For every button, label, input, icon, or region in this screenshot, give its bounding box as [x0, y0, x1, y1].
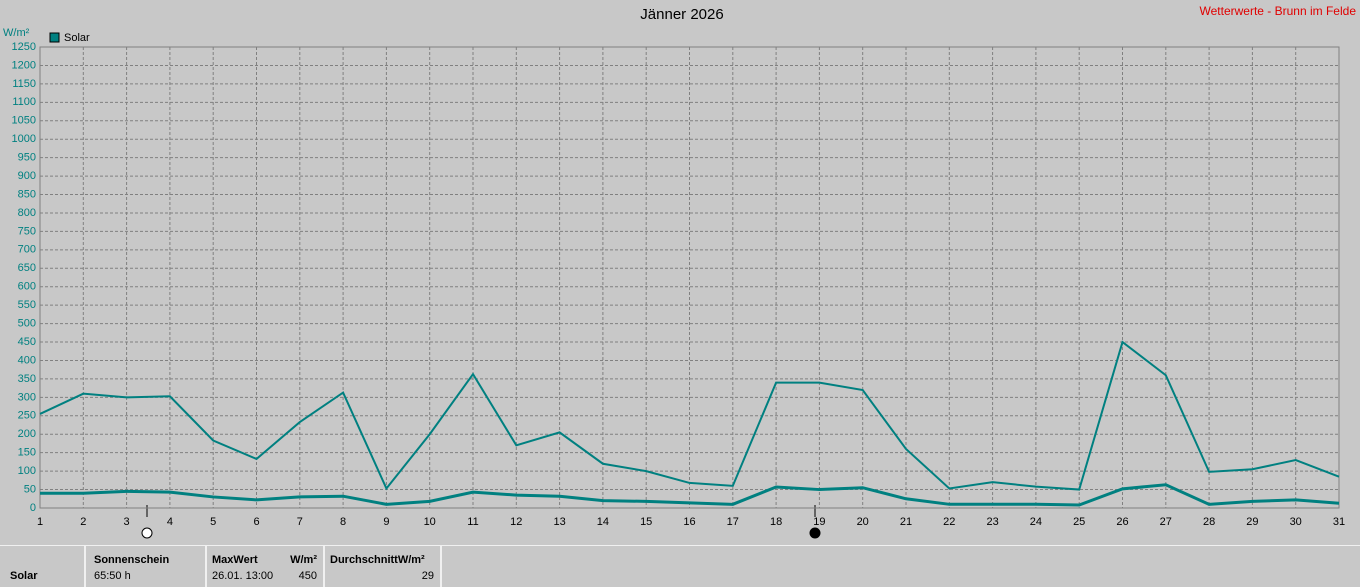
header-unit: W/m²	[290, 554, 317, 566]
x-tick-label: 24	[1030, 516, 1042, 528]
full-moon	[141, 527, 153, 539]
summary-cell: Solar	[0, 546, 86, 587]
chart: Jänner 2026 Wetterwerte - Brunn im Felde…	[3, 4, 1357, 539]
x-tick-label: 27	[1160, 516, 1172, 528]
value: 26.01. 13:00	[212, 570, 274, 582]
x-tick-label: 26	[1116, 516, 1128, 528]
x-tick-label: 22	[943, 516, 955, 528]
x-tick-label: 21	[900, 516, 912, 528]
legend-label: Solar	[64, 32, 90, 44]
x-tick-label: 3	[124, 516, 130, 528]
series-line	[39, 340, 1340, 491]
chart-title: Jänner 2026	[640, 6, 723, 23]
x-tick-label: 28	[1203, 516, 1215, 528]
y-tick-label: 650	[18, 262, 36, 274]
x-tick-label: 9	[383, 516, 389, 528]
x-tick-label: 7	[297, 516, 303, 528]
x-tick-label: 31	[1333, 516, 1345, 528]
y-tick-label: 400	[18, 354, 36, 366]
y-tick-label: 850	[18, 188, 36, 200]
y-tick-label: 450	[18, 336, 36, 348]
x-tick-label: 23	[986, 516, 998, 528]
y-tick-label: 250	[18, 410, 36, 422]
y-tick-label: 600	[18, 281, 36, 293]
summary-cell: MaxWert W/m² 26.01. 13:00 450	[207, 546, 325, 587]
value: 65:50 h	[94, 570, 131, 582]
y-tick-label: 700	[18, 244, 36, 256]
y-tick-label: 50	[24, 483, 36, 495]
series-line	[40, 483, 1340, 507]
y-tick-label: 1150	[12, 78, 36, 90]
summary-cell: DurchschnittW/m² 29	[325, 546, 442, 587]
y-tick-label: 1250	[12, 41, 36, 53]
y-tick-label: 500	[18, 318, 36, 330]
x-tick-label: 18	[770, 516, 782, 528]
header: MaxWert	[212, 554, 258, 566]
legend-swatch	[49, 32, 60, 43]
new-moon	[809, 527, 821, 539]
y-tick-label: 1000	[12, 133, 36, 145]
x-tick-label: 10	[424, 516, 436, 528]
x-tick-label: 13	[553, 516, 565, 528]
y-tick-label: 1050	[12, 115, 36, 127]
x-tick-label: 6	[253, 516, 259, 528]
x-tick-label: 30	[1290, 516, 1302, 528]
x-tick-label: 11	[467, 516, 478, 528]
x-tick-label: 8	[340, 516, 346, 528]
y-tick-label: 0	[30, 502, 36, 514]
header: DurchschnittW/m²	[330, 554, 425, 566]
x-tick-label: 16	[683, 516, 695, 528]
x-tick-label: 25	[1073, 516, 1085, 528]
x-tick-label: 17	[727, 516, 739, 528]
x-tick-label: 29	[1246, 516, 1258, 528]
y-tick-label: 100	[18, 465, 36, 477]
y-tick-label: 950	[18, 152, 36, 164]
x-tick-label: 15	[640, 516, 652, 528]
y-tick-label: 800	[18, 207, 36, 219]
x-tick-label: 1	[37, 516, 43, 528]
y-tick-label: 1200	[12, 59, 36, 71]
y-axis-label: W/m²	[3, 27, 30, 39]
y-tick-label: 200	[18, 428, 36, 440]
x-tick-label: 14	[597, 516, 609, 528]
summary-cell: Sonnenschein 65:50 h	[86, 546, 207, 587]
x-tick-label: 12	[510, 516, 522, 528]
x-tick-label: 19	[813, 516, 825, 528]
row-label: Solar	[10, 570, 38, 582]
summary-panel: Solar Sonnenschein 65:50 h MaxWert W/m² …	[0, 545, 1360, 587]
plot-frame	[39, 46, 1340, 509]
value: 450	[298, 570, 317, 582]
y-tick-label: 350	[18, 373, 36, 385]
y-tick-label: 750	[18, 225, 36, 237]
site-label: Wetterwerte - Brunn im Felde	[1200, 4, 1357, 18]
x-tick-label: 20	[857, 516, 869, 528]
x-tick-label: 5	[210, 516, 216, 528]
y-tick-label: 1100	[12, 96, 36, 108]
y-tick-label: 150	[18, 447, 36, 459]
y-tick-label: 300	[18, 391, 36, 403]
y-tick-label: 900	[18, 170, 36, 182]
value: 29	[421, 570, 434, 582]
x-tick-label: 4	[167, 516, 173, 528]
y-tick-label: 550	[18, 299, 36, 311]
header: Sonnenschein	[94, 554, 170, 566]
x-tick-label: 2	[80, 516, 86, 528]
